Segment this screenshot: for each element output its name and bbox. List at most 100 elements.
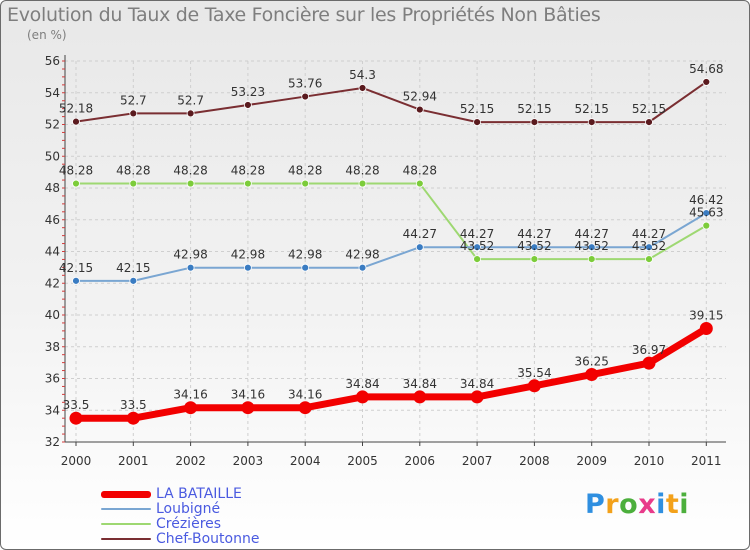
data-label-chef-boutonne: 52.15 — [575, 102, 609, 116]
data-label-chef-boutonne: 52.7 — [177, 93, 204, 107]
data-point-chef-boutonne — [186, 109, 195, 118]
data-point-chef-boutonne — [243, 101, 252, 109]
data-label-loubigne: 42.98 — [288, 248, 322, 262]
data-label-loubigne: 42.15 — [59, 261, 93, 275]
data-point-loubigne — [72, 276, 80, 285]
data-label-crezieres: 43.52 — [632, 239, 666, 253]
y-tick-label: 56 — [45, 54, 60, 68]
data-label-crezieres: 48.28 — [345, 164, 379, 178]
logo-letter: t — [665, 489, 680, 520]
data-point-la-bataille — [356, 390, 369, 404]
data-label-loubigne: 42.98 — [173, 248, 207, 262]
data-label-loubigne: 42.15 — [116, 261, 150, 275]
legend-swatch-crezieres — [101, 523, 151, 525]
data-label-loubigne: 44.27 — [517, 227, 551, 241]
data-label-crezieres: 48.28 — [231, 164, 265, 178]
data-point-chef-boutonne — [473, 118, 482, 127]
chart-unit-label: (en %) — [27, 28, 67, 42]
series-line-loubigne — [76, 212, 707, 282]
data-point-crezieres — [129, 179, 138, 188]
x-tick-label: 2002 — [175, 454, 206, 468]
data-label-loubigne: 44.27 — [632, 227, 666, 241]
data-label-la-bataille: 34.84 — [403, 377, 437, 391]
data-label-la-bataille: 36.25 — [575, 355, 609, 369]
data-label-loubigne: 44.27 — [460, 227, 494, 241]
data-point-crezieres — [702, 221, 711, 230]
data-label-crezieres: 45.63 — [689, 206, 723, 220]
data-label-chef-boutonne: 53.23 — [231, 85, 265, 99]
data-label-la-bataille: 36.97 — [632, 343, 666, 357]
data-point-la-bataille — [184, 401, 198, 415]
data-point-la-bataille — [241, 401, 255, 415]
data-point-chef-boutonne — [129, 109, 138, 118]
legend-label-chef-boutonne: Chef-Boutonne — [156, 531, 260, 547]
data-label-chef-boutonne: 54.68 — [689, 62, 723, 76]
data-point-chef-boutonne — [301, 92, 310, 101]
data-label-la-bataille: 35.54 — [517, 366, 551, 380]
x-tick-label: 2007 — [462, 454, 493, 468]
data-label-chef-boutonne: 53.76 — [288, 77, 322, 91]
data-label-chef-boutonne: 54.3 — [349, 68, 376, 82]
logo-letter: o — [619, 489, 639, 520]
x-tick-label: 2004 — [290, 454, 321, 468]
x-tick-label: 2008 — [519, 454, 550, 468]
data-point-loubigne — [129, 276, 138, 285]
data-point-loubigne — [186, 263, 195, 272]
logo-letter: i — [656, 489, 666, 520]
y-tick-label: 48 — [45, 181, 60, 195]
data-label-crezieres: 48.28 — [288, 164, 322, 178]
data-label-chef-boutonne: 52.94 — [403, 90, 437, 104]
y-tick-label: 40 — [45, 308, 60, 322]
legend-swatch-loubigne — [101, 508, 151, 510]
data-point-chef-boutonne — [358, 84, 367, 92]
legend-label-crezieres: Crézières — [156, 516, 222, 532]
x-tick-label: 2003 — [233, 454, 264, 468]
data-label-loubigne: 46.42 — [689, 193, 723, 207]
series-line-la-bataille — [76, 325, 709, 422]
x-tick-label: 2000 — [61, 454, 92, 468]
data-point-crezieres — [358, 179, 367, 188]
data-point-crezieres — [473, 255, 482, 264]
data-label-crezieres: 43.52 — [460, 239, 494, 253]
data-point-loubigne — [301, 263, 310, 272]
data-label-chef-boutonne: 52.18 — [59, 102, 93, 116]
data-point-chef-boutonne — [530, 118, 539, 127]
y-tick-label: 38 — [45, 340, 60, 354]
data-label-loubigne: 42.98 — [231, 248, 265, 262]
data-point-chef-boutonne — [702, 78, 711, 86]
data-point-crezieres — [645, 255, 653, 264]
data-point-la-bataille — [527, 379, 541, 393]
proxiti-logo: Proxiti — [585, 489, 689, 520]
chart-title: Evolution du Taux de Taxe Foncière sur l… — [7, 4, 601, 26]
data-label-loubigne: 44.27 — [403, 227, 437, 241]
data-label-la-bataille: 34.16 — [173, 388, 207, 402]
legend-label-la-bataille: LA BATAILLE — [156, 486, 242, 502]
y-tick-label: 32 — [45, 435, 60, 449]
data-point-loubigne — [358, 263, 367, 272]
data-point-loubigne — [473, 243, 482, 252]
x-tick-label: 2011 — [691, 454, 722, 468]
data-point-loubigne — [530, 243, 539, 252]
series-line-crezieres — [76, 182, 707, 261]
data-label-crezieres: 48.28 — [173, 164, 207, 178]
data-point-crezieres — [415, 179, 424, 188]
data-point-crezieres — [243, 179, 252, 188]
y-tick-label: 36 — [45, 372, 60, 386]
data-point-crezieres — [72, 179, 80, 188]
y-tick-label: 44 — [45, 245, 60, 259]
data-label-la-bataille: 39.15 — [689, 308, 723, 322]
data-point-chef-boutonne — [645, 118, 653, 127]
data-point-crezieres — [301, 179, 310, 188]
data-label-la-bataille: 34.84 — [460, 377, 494, 391]
data-label-chef-boutonne: 52.7 — [120, 93, 147, 107]
data-point-la-bataille — [298, 401, 312, 415]
data-point-la-bataille — [69, 411, 83, 425]
legend-swatch-chef-boutonne — [101, 538, 151, 540]
data-point-la-bataille — [642, 356, 656, 370]
x-tick-label: 2009 — [576, 454, 607, 468]
x-tick-label: 2001 — [118, 454, 149, 468]
data-point-loubigne — [645, 243, 653, 252]
data-point-crezieres — [530, 255, 539, 264]
